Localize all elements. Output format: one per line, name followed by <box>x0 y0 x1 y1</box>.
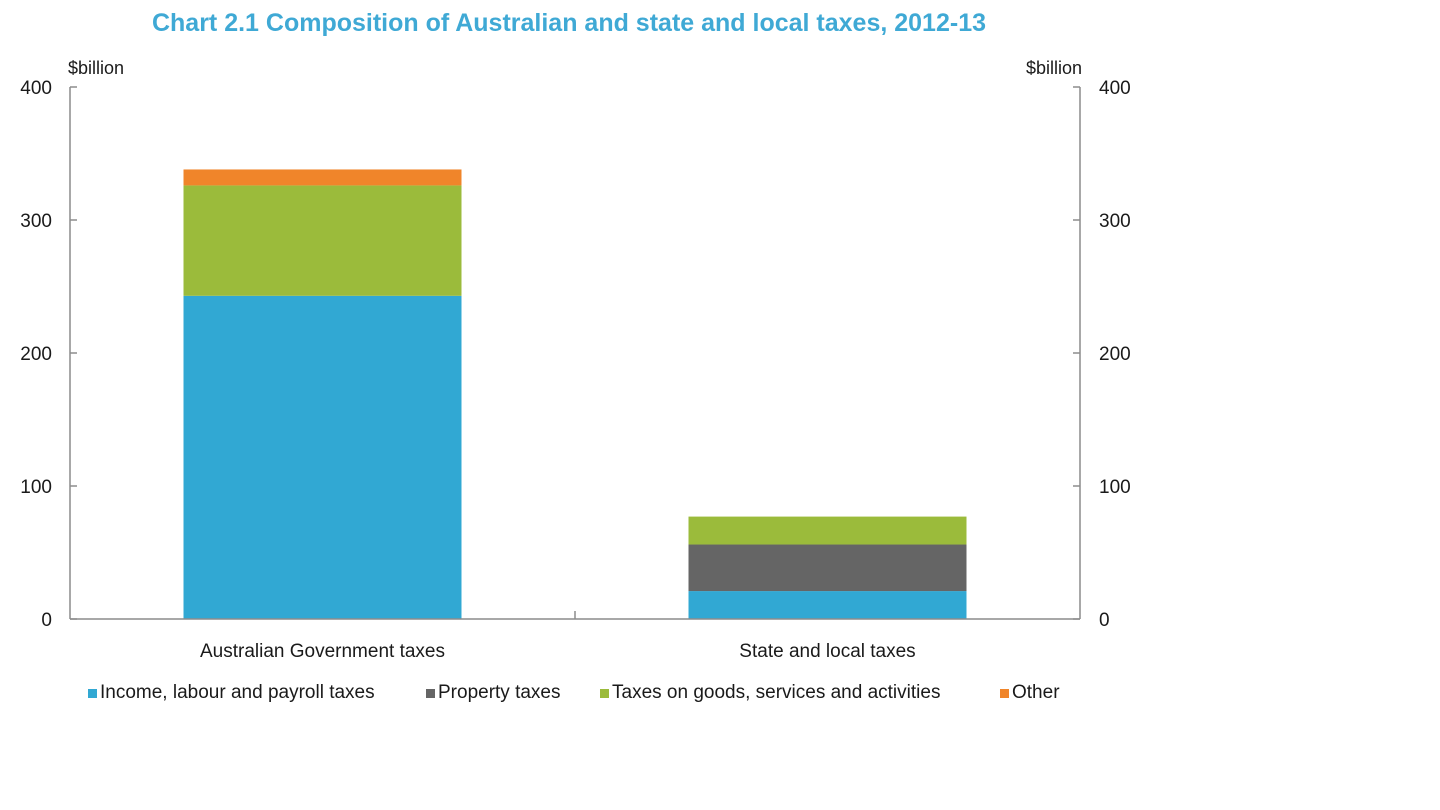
bar-state-and-local-taxes-taxes-on-goods-services-and-activities <box>688 516 967 545</box>
tick-labels-layer: 0 0 100 100 200 200 300 300 400 400 <box>20 78 1130 631</box>
legend-swatch-income-labour-and-payroll-taxes <box>88 689 97 698</box>
legend-label-property-taxes: Property taxes <box>438 682 561 703</box>
y-tick-label-right: 400 <box>1099 78 1131 99</box>
y-tick-label-right: 300 <box>1099 211 1131 232</box>
category-label-australian-government-taxes: Australian Government taxes <box>200 641 445 662</box>
bar-australian-government-taxes-income-labour-and-payroll-taxes <box>183 295 462 619</box>
y-tick-label-right: 0 <box>1099 610 1110 631</box>
y-tick-label-right: 100 <box>1099 477 1131 498</box>
chart-title: Chart 2.1 Composition of Australian and … <box>152 9 986 37</box>
y-axis-unit-right: $billion <box>1026 58 1082 78</box>
legend-swatch-other <box>1000 689 1009 698</box>
legend-label-other: Other <box>1012 682 1060 703</box>
y-tick-label-left: 300 <box>20 211 52 232</box>
legend-label-income-labour-and-payroll-taxes: Income, labour and payroll taxes <box>100 682 375 703</box>
category-label-state-and-local-taxes: State and local taxes <box>739 641 915 662</box>
axes-layer <box>69 86 1081 620</box>
y-tick-label-left: 100 <box>20 477 52 498</box>
y-axis-unit-left: $billion <box>68 58 124 78</box>
y-tick-label-left: 400 <box>20 78 52 99</box>
category-labels-layer: Australian Government taxes State and loc… <box>200 641 916 662</box>
y-tick-label-left: 200 <box>20 344 52 365</box>
y-tick-label-left: 0 <box>41 610 52 631</box>
bar-state-and-local-taxes-income-labour-and-payroll-taxes <box>688 591 967 619</box>
bars-layer <box>183 169 967 619</box>
bar-australian-government-taxes-other <box>183 169 462 186</box>
legend: Income, labour and payroll taxes Property… <box>88 682 1060 703</box>
legend-swatch-property-taxes <box>426 689 435 698</box>
bar-state-and-local-taxes-property-taxes <box>688 544 967 592</box>
legend-swatch-taxes-on-goods-services-and-activities <box>600 689 609 698</box>
y-tick-label-right: 200 <box>1099 344 1131 365</box>
bar-australian-government-taxes-taxes-on-goods-services-and-activities <box>183 185 462 296</box>
legend-label-taxes-on-goods-services-and-activities: Taxes on goods, services and activities <box>612 682 940 703</box>
